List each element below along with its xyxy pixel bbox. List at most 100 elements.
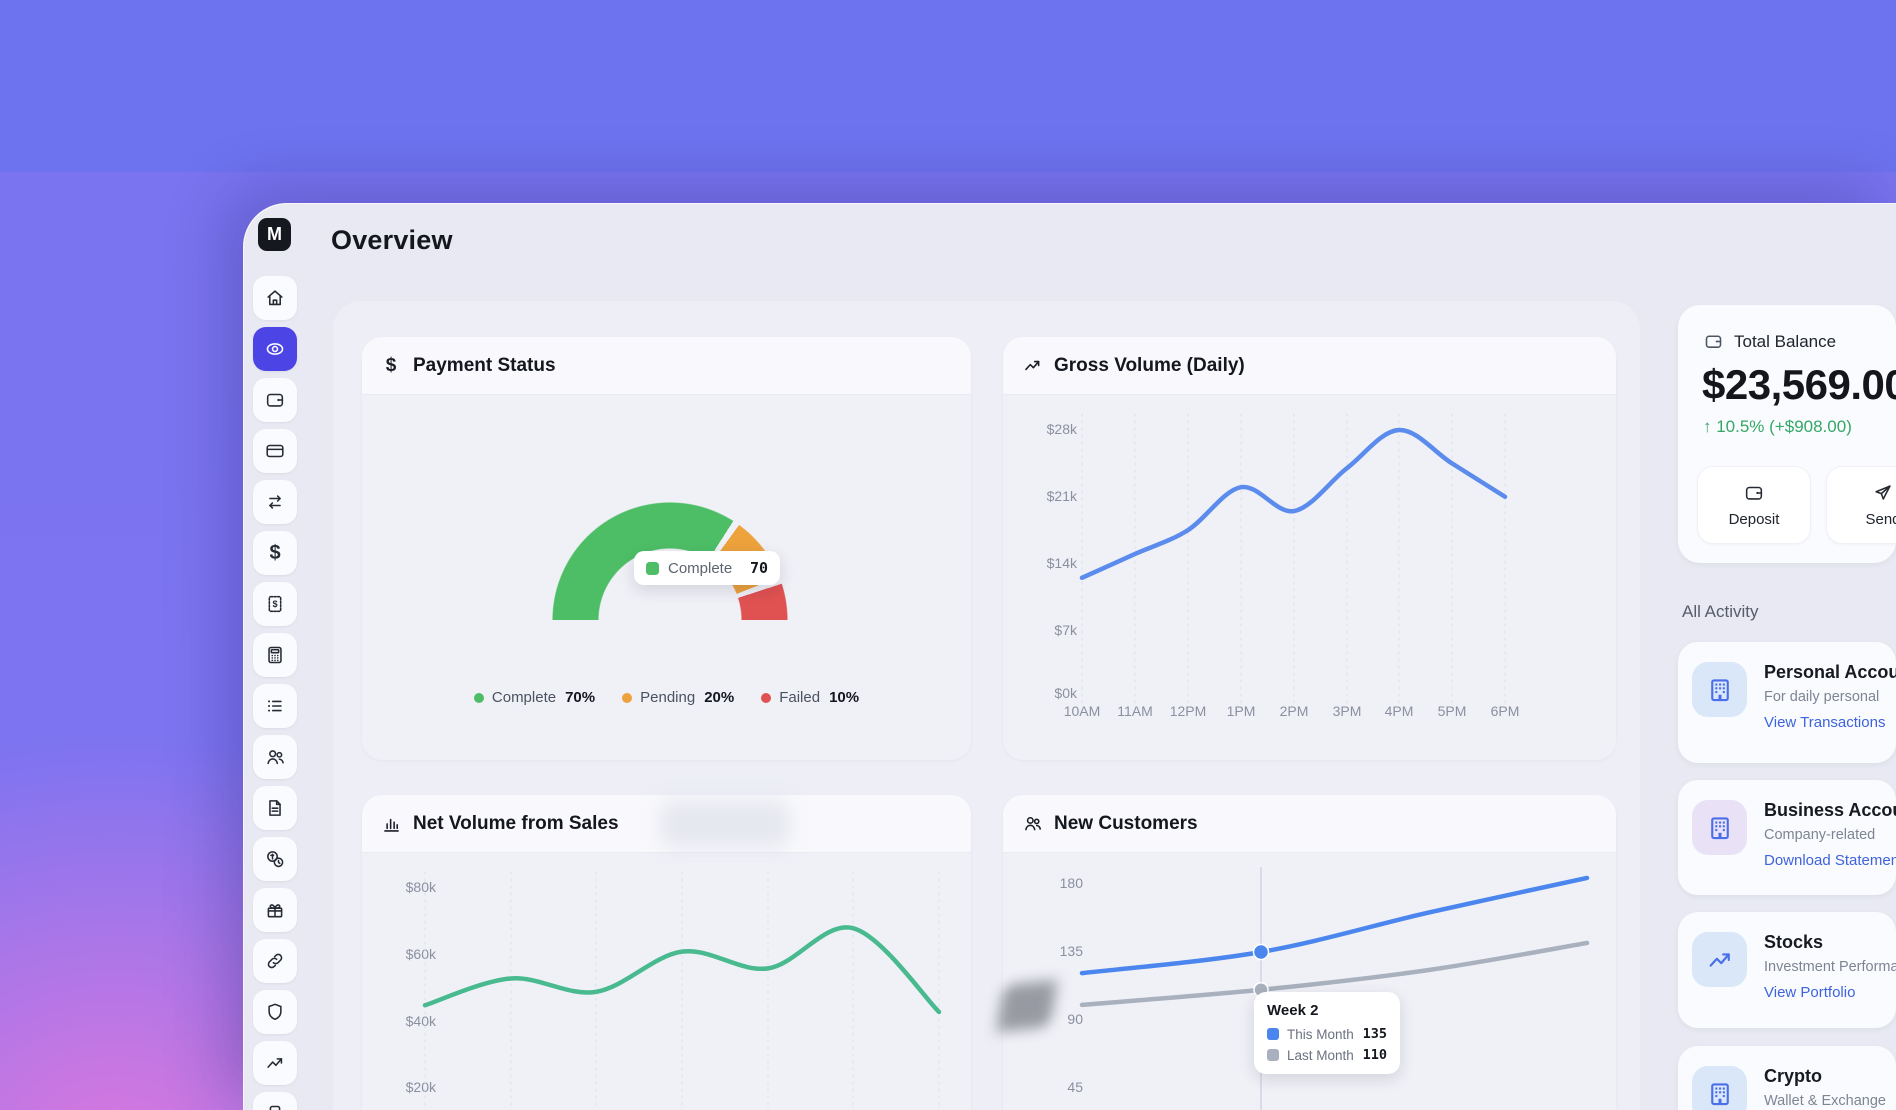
- x-tick: 5PM: [1437, 703, 1467, 719]
- series-value: 110: [1362, 1047, 1387, 1063]
- total-balance-card: Total Balance $23,569.00 ↑ 10.5% (+$908.…: [1678, 305, 1896, 563]
- week2-tooltip-title: Week 2: [1267, 1002, 1319, 1019]
- total-balance-header: Total Balance: [1703, 331, 1836, 352]
- activity-icon-tile: [1692, 800, 1747, 855]
- net-volume-chart: [422, 871, 942, 1110]
- all-activity-heading: All Activity: [1682, 602, 1759, 621]
- list-icon: [264, 695, 286, 717]
- trend-icon: [264, 1052, 286, 1074]
- legend-item-failed: Failed 10%: [761, 689, 859, 706]
- background-gradient-band: [0, 0, 1896, 172]
- y-tick: $80k: [405, 879, 436, 895]
- sidebar-item-transfer[interactable]: [253, 480, 297, 524]
- activity-card-business-account[interactable]: Business Account Company-related Download…: [1678, 780, 1896, 895]
- home-icon: [264, 287, 286, 309]
- x-tick: 6PM: [1490, 703, 1520, 719]
- new-customers-card: New Customers 180 135 90 45 Week 2 This Mon…: [1003, 795, 1616, 1110]
- activity-card-personal-account[interactable]: Personal Account For daily personal View …: [1678, 642, 1896, 763]
- sidebar-item-home[interactable]: [253, 276, 297, 320]
- sidebar-item-dollar[interactable]: $: [253, 531, 297, 575]
- net-volume-header: Net Volume from Sales: [362, 795, 971, 853]
- sidebar-item-wallet[interactable]: [253, 378, 297, 422]
- blur-artifact-light: [660, 800, 790, 848]
- payment-status-card: $ Payment Status Complete 70 Complete 70%…: [362, 337, 971, 760]
- x-tick: 4PM: [1384, 703, 1414, 719]
- series-swatch: [1267, 1028, 1279, 1040]
- total-balance-label: Total Balance: [1734, 331, 1837, 351]
- main-panel: M Overview $ $ $ Payment Status Complete …: [243, 203, 1896, 1110]
- tooltip-row: This Month 135: [1267, 1026, 1387, 1042]
- sidebar-item-receipt[interactable]: $: [253, 582, 297, 626]
- building-icon: [1705, 1079, 1735, 1109]
- gross-volume-card: Gross Volume (Daily) $28k $21k $14k $7k $0k …: [1003, 337, 1616, 760]
- complete-swatch: [646, 561, 659, 575]
- sidebar-item-list[interactable]: [253, 684, 297, 728]
- gauge-tooltip: Complete 70: [634, 551, 780, 585]
- link-icon: [264, 950, 286, 972]
- dollar-icon: $: [385, 354, 397, 376]
- activity-body: Business Account Company-related Download…: [1747, 800, 1896, 895]
- y-tick: $40k: [405, 1013, 436, 1029]
- legend-value: 10%: [829, 689, 860, 706]
- send-button[interactable]: Send: [1826, 466, 1896, 544]
- sidebar-item-link[interactable]: [253, 939, 297, 983]
- sidebar-item-coins[interactable]: [253, 837, 297, 881]
- legend-dot: [473, 692, 484, 703]
- sidebar-item-device[interactable]: [253, 1092, 297, 1110]
- series-swatch: [1267, 1049, 1279, 1061]
- sidebar-item-users[interactable]: [253, 735, 297, 779]
- balance-actions: Deposit Send: [1697, 466, 1896, 544]
- page-title: Overview: [331, 225, 453, 255]
- series-label: Last Month: [1287, 1047, 1354, 1063]
- activity-link[interactable]: Download Statements: [1764, 852, 1896, 869]
- y-tick: $7k: [1054, 622, 1077, 638]
- y-tick: 45: [1067, 1079, 1083, 1095]
- legend-item-pending: Pending 20%: [622, 689, 734, 706]
- sidebar-item-eye[interactable]: [253, 327, 297, 371]
- new-customers-header: New Customers: [1003, 795, 1616, 853]
- activity-link[interactable]: View Transactions: [1764, 714, 1886, 731]
- y-tick: $60k: [405, 946, 436, 962]
- sidebar-item-trend[interactable]: [253, 1041, 297, 1085]
- x-tick: 3PM: [1332, 703, 1362, 719]
- legend-value: 20%: [704, 689, 735, 706]
- sidebar: $ $: [253, 276, 297, 1110]
- eye-icon: [264, 338, 286, 360]
- gauge-tooltip-value: 70: [749, 559, 768, 577]
- sidebar-item-gift[interactable]: [253, 888, 297, 932]
- receipt-icon: $: [264, 593, 286, 615]
- series-label: This Month: [1287, 1026, 1354, 1042]
- credit-card-icon: [264, 440, 286, 462]
- users-icon: [264, 746, 286, 768]
- activity-subtitle: Wallet & Exchange: [1764, 1093, 1886, 1109]
- activity-title: Business Account: [1764, 800, 1896, 820]
- sidebar-item-calculator[interactable]: [253, 633, 297, 677]
- x-tick: 10AM: [1063, 703, 1101, 719]
- sidebar-item-document[interactable]: [253, 786, 297, 830]
- button-label: Send: [1865, 511, 1896, 528]
- sidebar-item-credit-card[interactable]: [253, 429, 297, 473]
- legend-dot: [761, 692, 772, 703]
- svg-text:$: $: [272, 599, 277, 609]
- activity-link[interactable]: View Portfolio: [1764, 984, 1856, 1001]
- gift-icon: [264, 899, 286, 921]
- payment-status-legend: Complete 70% Pending 20% Failed 10%: [362, 689, 971, 706]
- calculator-icon: [264, 644, 286, 666]
- building-icon: [1705, 675, 1735, 705]
- activity-icon-tile: [1692, 1066, 1747, 1110]
- deposit-button[interactable]: Deposit: [1697, 466, 1811, 544]
- button-label: Deposit: [1728, 511, 1780, 528]
- trend-icon: [1705, 945, 1735, 975]
- activity-title: Stocks: [1764, 932, 1824, 952]
- activity-card-stocks[interactable]: Stocks Investment Performance View Portfo…: [1678, 912, 1896, 1028]
- activity-icon-tile: [1692, 662, 1747, 717]
- activity-body: Crypto Wallet & Exchange: [1747, 1066, 1886, 1110]
- building-icon: [1705, 813, 1735, 843]
- app-logo[interactable]: M: [258, 218, 291, 251]
- card-title: Gross Volume (Daily): [1054, 354, 1245, 376]
- activity-card-crypto[interactable]: Crypto Wallet & Exchange: [1678, 1046, 1896, 1110]
- card-title: Payment Status: [413, 354, 556, 376]
- wallet-icon: [1705, 335, 1722, 348]
- sidebar-item-shield[interactable]: [253, 990, 297, 1034]
